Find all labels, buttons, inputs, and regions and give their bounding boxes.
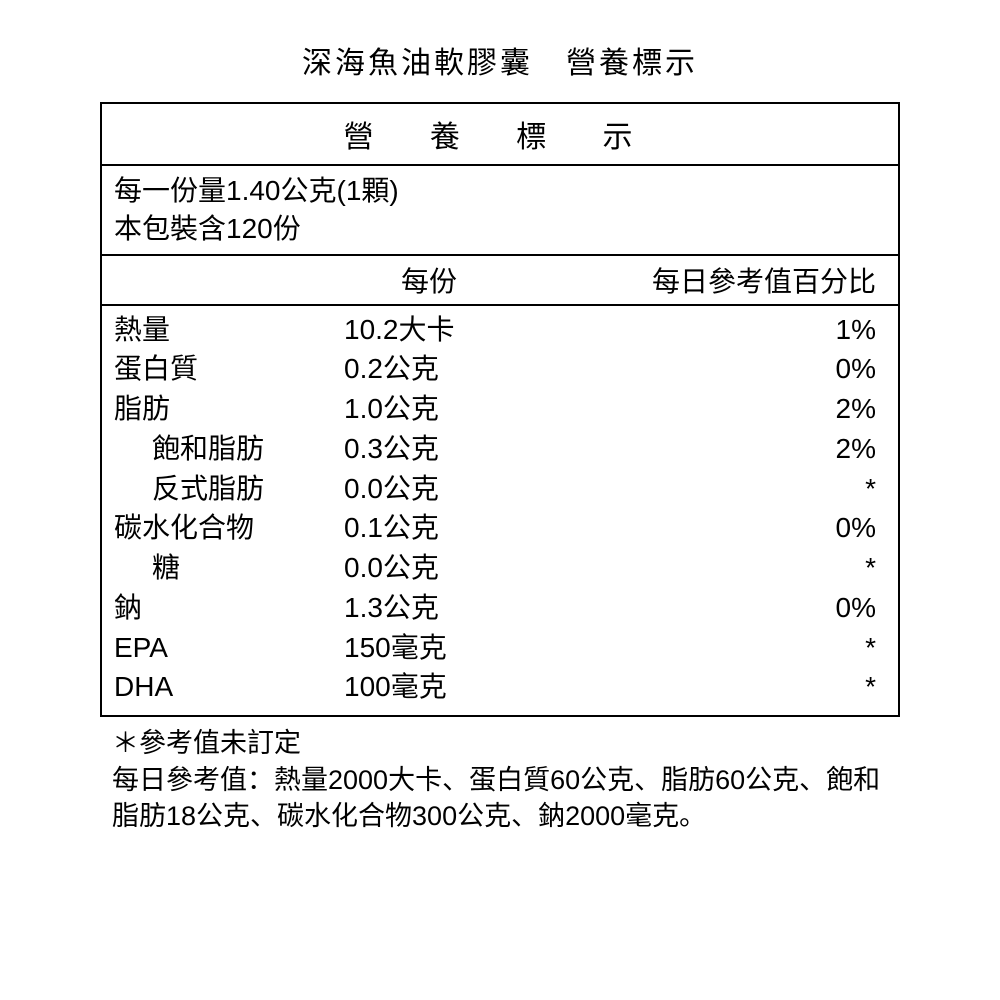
nutrient-value: 150毫克 — [344, 628, 514, 668]
column-headers: 每份 每日參考值百分比 — [102, 256, 898, 306]
footnote-reference: 每日參考值：熱量2000大卡、蛋白質60公克、脂肪60公克、飽和脂肪18公克、碳… — [112, 762, 888, 835]
table-header: 營 養 標 示 — [102, 104, 898, 166]
nutrient-percent: * — [514, 469, 886, 509]
nutrition-row: 反式脂肪0.0公克* — [114, 469, 886, 509]
col-header-daily-value: 每日參考值百分比 — [514, 260, 886, 300]
nutrient-percent: 2% — [514, 429, 886, 469]
nutrient-percent: * — [514, 548, 886, 588]
nutrient-name: 碳水化合物 — [114, 508, 344, 548]
nutrient-percent: 0% — [514, 588, 886, 628]
nutrition-row: 糖0.0公克* — [114, 548, 886, 588]
nutrient-name: 飽和脂肪 — [114, 429, 344, 469]
nutrient-value: 0.3公克 — [344, 429, 514, 469]
footnote: ＊參考值未訂定 每日參考值：熱量2000大卡、蛋白質60公克、脂肪60公克、飽和… — [100, 717, 900, 834]
nutrient-value: 1.0公克 — [344, 389, 514, 429]
nutrient-name: 鈉 — [114, 588, 344, 628]
page-title: 深海魚油軟膠囊 營養標示 — [100, 38, 900, 82]
nutrient-value: 1.3公克 — [344, 588, 514, 628]
footnote-asterisk: ＊參考值未訂定 — [112, 725, 888, 761]
nutrient-value: 100毫克 — [344, 667, 514, 707]
nutrient-value: 0.2公克 — [344, 349, 514, 389]
nutrient-value: 0.0公克 — [344, 548, 514, 588]
nutrition-row: DHA100毫克* — [114, 667, 886, 707]
nutrient-name: DHA — [114, 667, 344, 707]
serving-size: 每一份量1.40公克(1顆) — [114, 172, 886, 210]
nutrient-percent: * — [514, 628, 886, 668]
nutrient-name: 熱量 — [114, 310, 344, 350]
nutrient-name: 脂肪 — [114, 389, 344, 429]
nutrition-row: EPA150毫克* — [114, 628, 886, 668]
nutrition-row: 碳水化合物0.1公克0% — [114, 508, 886, 548]
nutrition-rows: 熱量10.2大卡1%蛋白質0.2公克0%脂肪1.0公克2%飽和脂肪0.3公克2%… — [102, 306, 898, 716]
nutrition-row: 脂肪1.0公克2% — [114, 389, 886, 429]
nutrient-percent: 1% — [514, 310, 886, 350]
nutrient-percent: 0% — [514, 349, 886, 389]
nutrient-value: 0.1公克 — [344, 508, 514, 548]
nutrient-name: 糖 — [114, 548, 344, 588]
nutrient-percent: 2% — [514, 389, 886, 429]
nutrition-row: 鈉1.3公克0% — [114, 588, 886, 628]
nutrient-percent: 0% — [514, 508, 886, 548]
nutrition-row: 蛋白質0.2公克0% — [114, 349, 886, 389]
col-header-per-serving: 每份 — [344, 260, 514, 300]
col-header-name — [114, 260, 344, 300]
nutrient-percent: * — [514, 667, 886, 707]
nutrient-name: 蛋白質 — [114, 349, 344, 389]
nutrient-value: 10.2大卡 — [344, 310, 514, 350]
nutrition-table: 營 養 標 示 每一份量1.40公克(1顆) 本包裝含120份 每份 每日參考值… — [100, 102, 900, 717]
nutrient-name: 反式脂肪 — [114, 469, 344, 509]
nutrient-name: EPA — [114, 628, 344, 668]
nutrition-row: 熱量10.2大卡1% — [114, 310, 886, 350]
nutrient-value: 0.0公克 — [344, 469, 514, 509]
servings-per-package: 本包裝含120份 — [114, 210, 886, 248]
nutrition-row: 飽和脂肪0.3公克2% — [114, 429, 886, 469]
serving-info: 每一份量1.40公克(1顆) 本包裝含120份 — [102, 166, 898, 256]
